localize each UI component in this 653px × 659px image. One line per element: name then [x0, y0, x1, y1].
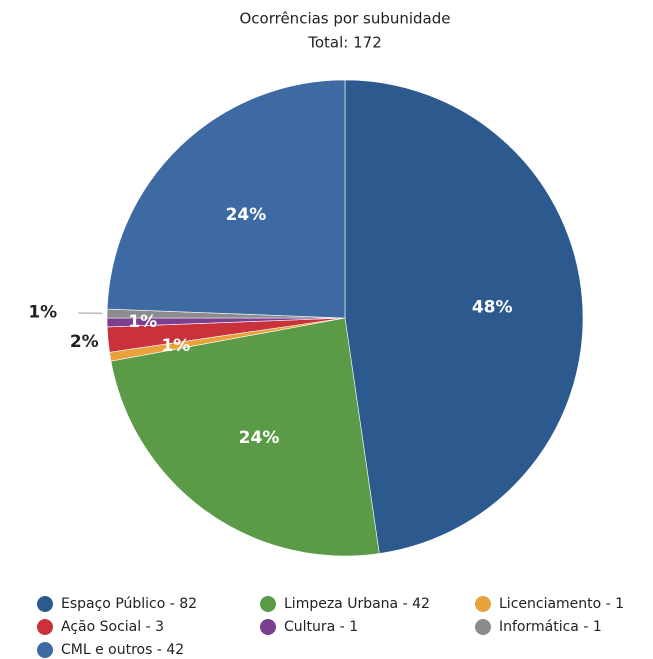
- legend-swatch: [37, 596, 53, 612]
- slice-label: 1%: [161, 336, 190, 356]
- pie-slice: [110, 317, 380, 557]
- chart-title: Ocorrências por subunidade: [239, 10, 450, 28]
- legend-label: Informática - 1: [499, 619, 602, 635]
- slice-label: 24%: [226, 205, 267, 225]
- legend-label: Cultura - 1: [284, 619, 358, 635]
- legend-label: Licenciamento - 1: [499, 596, 624, 612]
- legend-label: Espaço Público - 82: [61, 596, 197, 612]
- legend-swatch: [475, 596, 491, 612]
- legend-label: Limpeza Urbana - 42: [284, 596, 430, 612]
- slice-label: 2%: [70, 332, 99, 352]
- slice-label: 48%: [472, 297, 513, 317]
- legend-swatch: [260, 596, 276, 612]
- legend-swatch: [37, 642, 53, 658]
- slice-label: 1%: [128, 312, 157, 332]
- legend-label: Ação Social - 3: [61, 619, 164, 635]
- pie-slice: [106, 79, 346, 319]
- legend-swatch: [260, 619, 276, 635]
- pie-slice: [344, 79, 584, 554]
- slice-label: 1%: [28, 302, 57, 322]
- chart-subtitle: Total: 172: [307, 34, 381, 52]
- legend-label: CML e outros - 42: [61, 642, 184, 658]
- legend-swatch: [475, 619, 491, 635]
- slice-label: 24%: [239, 428, 280, 448]
- legend-swatch: [37, 619, 53, 635]
